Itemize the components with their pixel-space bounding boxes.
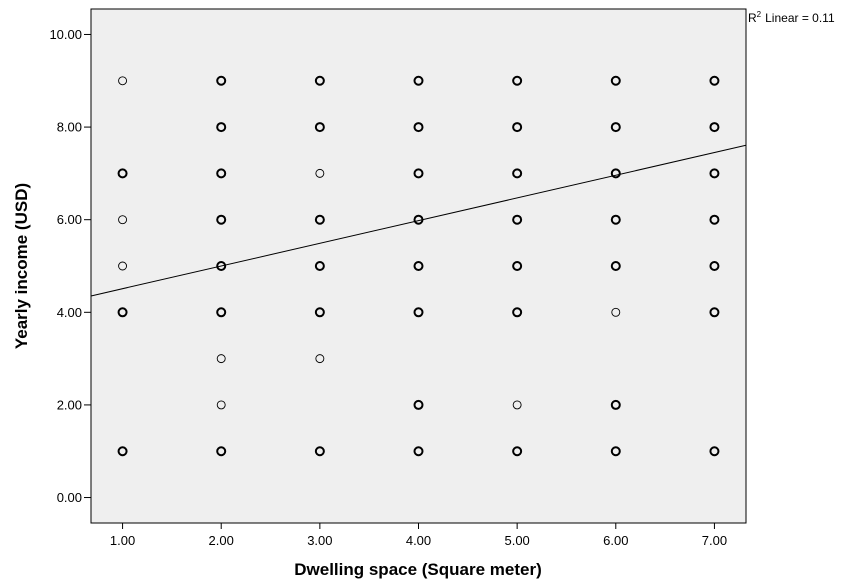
fit-r2-label: R2 Linear = 0.11 <box>748 10 835 25</box>
data-point <box>314 307 325 318</box>
x-tick-label: 5.00 <box>504 533 529 548</box>
data-point <box>315 354 325 364</box>
data-point <box>118 76 128 86</box>
data-point <box>512 214 523 225</box>
data-point <box>314 261 325 271</box>
y-axis-title: Yearly income (USD) <box>12 183 31 349</box>
data-point <box>709 75 720 86</box>
data-point <box>512 168 523 179</box>
x-tick-label: 2.00 <box>209 533 234 548</box>
data-point <box>216 400 226 410</box>
data-point <box>610 214 621 225</box>
data-point <box>512 446 523 457</box>
data-point <box>512 400 522 410</box>
data-point <box>512 75 523 86</box>
data-point <box>314 122 325 133</box>
x-tick-label: 4.00 <box>406 533 431 548</box>
data-points <box>117 75 720 457</box>
data-point <box>118 215 128 225</box>
y-tick-label: 8.00 <box>57 120 82 135</box>
data-point <box>117 168 128 179</box>
data-point <box>314 446 325 457</box>
data-point <box>610 168 621 179</box>
data-point <box>315 168 325 178</box>
plot-area <box>90 8 747 524</box>
y-tick-label: 2.00 <box>57 397 82 412</box>
data-point <box>216 122 227 133</box>
fit-r2-value: Linear = 0.11 <box>765 11 835 25</box>
data-point <box>314 214 325 225</box>
x-tick-label: 6.00 <box>603 533 628 548</box>
x-axis-title: Dwelling space (Square meter) <box>294 560 542 579</box>
y-tick-label: 4.00 <box>57 305 82 320</box>
data-point <box>709 168 720 179</box>
fit-line-layer <box>90 144 747 297</box>
data-point <box>413 214 424 225</box>
data-point <box>216 446 227 457</box>
y-tick-label: 0.00 <box>57 490 82 505</box>
data-point <box>610 261 621 271</box>
data-point <box>709 214 720 225</box>
data-point <box>413 446 424 457</box>
data-point <box>216 75 227 86</box>
data-point <box>610 446 621 457</box>
x-tick-label: 7.00 <box>702 533 727 548</box>
data-point <box>118 261 128 271</box>
data-point <box>216 354 226 364</box>
data-point <box>216 307 227 318</box>
data-point <box>413 122 424 133</box>
data-point <box>611 307 621 317</box>
y-tick-label: 6.00 <box>57 212 82 227</box>
data-point <box>216 214 227 225</box>
data-point <box>216 261 227 271</box>
data-point <box>709 122 720 133</box>
data-point <box>512 261 523 271</box>
fit-r2-superscript: 2 <box>757 10 762 19</box>
data-point <box>413 75 424 86</box>
data-point <box>413 399 424 410</box>
y-axis-ticks: 0.00 2.00 4.00 6.00 8.00 10.00 <box>49 27 91 505</box>
fit-r2-symbol: R <box>748 11 757 25</box>
data-point <box>413 168 424 179</box>
x-axis-ticks: 1.00 2.00 3.00 4.00 5.00 6.00 7.00 <box>110 523 727 548</box>
data-point <box>610 75 621 86</box>
x-tick-label: 3.00 <box>307 533 332 548</box>
data-point <box>512 122 523 133</box>
data-point <box>709 261 720 271</box>
data-point <box>709 446 720 457</box>
data-point <box>413 307 424 318</box>
data-point <box>512 307 523 318</box>
data-point <box>117 446 128 457</box>
linear-fit-line <box>90 144 747 297</box>
x-tick-label: 1.00 <box>110 533 135 548</box>
data-point <box>117 307 128 318</box>
y-tick-label: 10.00 <box>49 27 82 42</box>
data-point <box>413 261 424 271</box>
data-point <box>314 75 325 86</box>
data-point <box>610 399 621 410</box>
data-point <box>216 168 227 179</box>
data-point <box>709 307 720 318</box>
data-point <box>610 122 621 133</box>
